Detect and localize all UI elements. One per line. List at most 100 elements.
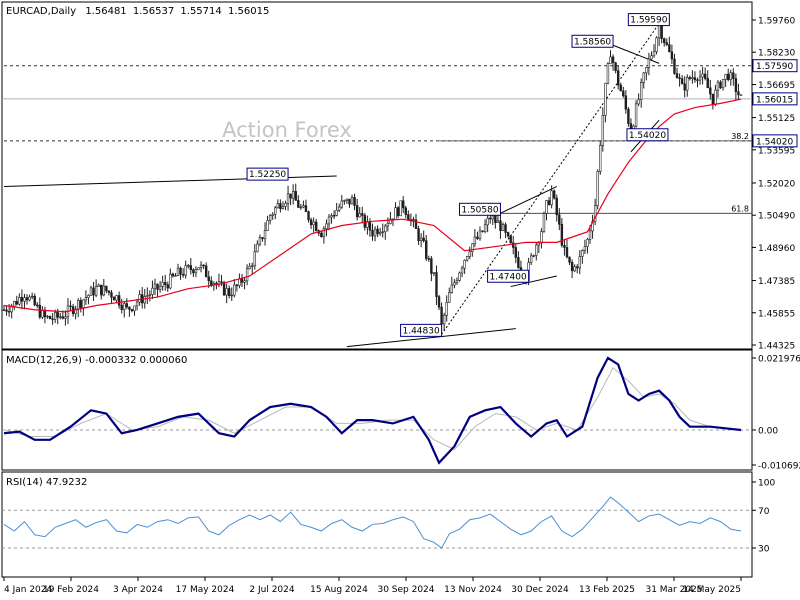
candle-body (714, 89, 717, 105)
header-symbol: EURCAD (6, 6, 48, 17)
candle-body (663, 38, 666, 43)
candle-body (412, 219, 415, 221)
candle-body (245, 268, 249, 282)
level-price-box (752, 59, 798, 73)
candle-body (404, 207, 407, 215)
candle-body (5, 309, 8, 312)
candle-body (133, 305, 136, 312)
candle-body (565, 247, 569, 258)
dotted-trendline (441, 23, 660, 335)
candle-body (680, 78, 684, 85)
candle-body (483, 224, 487, 232)
level-price-label: 1.54020 (756, 137, 793, 147)
fib-level-label: 38.2 (731, 132, 749, 141)
candle-body (25, 297, 29, 301)
candle-body (325, 223, 328, 230)
candle-body (215, 282, 218, 285)
candle-body (309, 219, 313, 226)
candle-body (576, 266, 579, 269)
candle-body (115, 295, 118, 301)
candle-body (739, 94, 743, 96)
candle-body (169, 273, 172, 289)
candle-body (570, 261, 574, 272)
candle-body (414, 219, 418, 229)
candle-body (596, 171, 599, 206)
candle-body (489, 217, 492, 220)
candle-body (363, 215, 367, 228)
candle-body (82, 299, 85, 308)
candle-body (698, 76, 702, 81)
candle-body (402, 200, 405, 209)
price-tick-label: 1.55125 (758, 114, 795, 124)
candle-body (179, 267, 182, 275)
time-tick-label: 13 Nov 2024 (444, 585, 502, 595)
candle-body (279, 203, 282, 209)
candle-body (343, 200, 346, 202)
header-low: 1.55714 (180, 6, 221, 17)
trendline (510, 275, 557, 288)
time-tick-label: 31 Mar 2025 (645, 585, 702, 595)
candle-body (299, 206, 303, 209)
candle-body (107, 290, 111, 293)
last-price-box (752, 92, 798, 106)
candle-body (670, 51, 674, 60)
candle-body (371, 229, 374, 237)
price-label-box (487, 269, 530, 283)
candle-body (258, 237, 262, 245)
time-tick-label: 14 May 2025 (682, 585, 741, 595)
candle-body (38, 304, 42, 318)
candle-body (276, 203, 280, 209)
candle-body (261, 237, 264, 240)
candle-body (335, 209, 338, 216)
candle-body (465, 256, 469, 261)
trendline (500, 186, 557, 214)
candle-body (537, 242, 541, 246)
candle-body (266, 220, 269, 231)
watermark: Action Forex (222, 118, 352, 142)
candle-body (604, 82, 607, 116)
candle-body (655, 37, 658, 52)
candle-body (494, 215, 497, 223)
candle-body (46, 315, 49, 318)
candle-body (711, 93, 715, 105)
candle-body (425, 240, 428, 259)
candle-body (28, 296, 31, 301)
header-open: 1.56481 (85, 6, 126, 17)
candle-body (529, 255, 533, 263)
price-label: 1.54020 (629, 131, 666, 141)
candle-body (729, 72, 732, 80)
macd-title: MACD(12,26,9) -0.000332 0.000060 (6, 355, 187, 366)
candle-body (143, 296, 146, 304)
candle-body (69, 305, 72, 308)
candle-body (645, 67, 648, 74)
candle-body (332, 215, 336, 217)
candle-body (506, 232, 510, 237)
candle-body (609, 56, 612, 64)
candle-body (657, 25, 661, 39)
candle-body (43, 309, 47, 318)
candle-body (668, 44, 671, 53)
candle-body (338, 206, 341, 211)
candle-body (130, 309, 134, 312)
candle-body (97, 284, 100, 287)
candle-body (460, 267, 464, 274)
candle-body (20, 297, 24, 302)
candle-body (176, 267, 180, 276)
time-tick-label: 3 Apr 2024 (113, 585, 163, 595)
candle-body (478, 230, 482, 239)
rsi-axis: 100 70 30 (752, 479, 775, 555)
candle-body (41, 309, 44, 318)
candle-body (709, 87, 712, 95)
candle-body (271, 213, 274, 216)
rsi-panel: RSI(14) 47.9232 100 70 30 (1, 471, 775, 578)
candle-body (701, 73, 704, 78)
candle-body (368, 221, 372, 231)
candle-body (187, 265, 190, 267)
candle-body (105, 285, 108, 292)
candle-body (350, 197, 354, 205)
rsi-tick-label: 70 (758, 507, 770, 517)
candle-body (233, 284, 236, 296)
candle-body (737, 91, 740, 96)
candle-body (230, 294, 233, 297)
candle-body (291, 191, 295, 199)
